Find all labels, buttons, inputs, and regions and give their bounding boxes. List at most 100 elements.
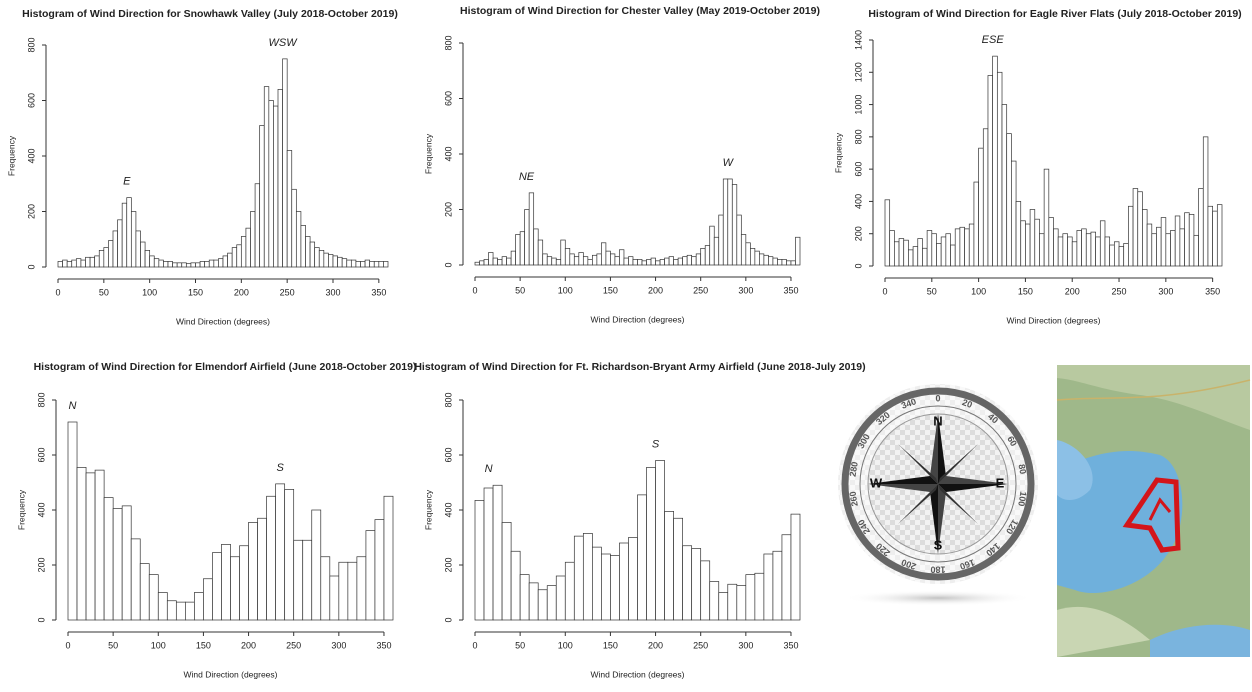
bar	[993, 56, 998, 266]
annotation: W	[723, 157, 735, 169]
bar	[701, 248, 706, 265]
bar	[118, 220, 123, 267]
x-tick-label: 150	[188, 287, 203, 297]
bar	[588, 259, 593, 265]
y-tick-label: 800	[26, 37, 36, 52]
bar	[583, 533, 592, 620]
bar	[237, 245, 242, 267]
bar	[647, 467, 656, 620]
bar	[347, 260, 352, 267]
bar	[383, 261, 388, 267]
bar	[240, 546, 249, 620]
bar	[647, 259, 652, 265]
bar	[710, 582, 719, 621]
bar	[692, 257, 697, 265]
bar	[379, 261, 384, 267]
bar	[750, 248, 755, 265]
x-tick-label: 250	[280, 287, 295, 297]
bar	[489, 253, 494, 265]
annotation: ESE	[982, 34, 1005, 46]
bar	[95, 256, 100, 267]
bar	[251, 212, 256, 268]
bar	[1072, 242, 1077, 266]
bar	[191, 263, 196, 267]
annotation: E	[123, 176, 131, 188]
bar	[955, 229, 960, 266]
compass-degree: 80	[1017, 463, 1029, 475]
bar	[163, 261, 168, 267]
bar	[1077, 230, 1082, 266]
y-axis-label: Frequency	[6, 135, 16, 176]
bar	[755, 573, 764, 620]
bar	[674, 518, 683, 620]
y-tick-label: 400	[36, 502, 46, 517]
x-tick-label: 300	[738, 285, 753, 295]
bar	[63, 260, 68, 267]
bar	[597, 254, 602, 265]
bar	[127, 198, 132, 267]
bar	[113, 509, 122, 620]
bar	[890, 230, 895, 266]
bar	[651, 258, 656, 265]
x-axis-label: Wind Direction (degrees)	[176, 316, 270, 326]
bar	[701, 561, 710, 620]
bar	[714, 237, 719, 265]
bar	[922, 248, 927, 266]
bar	[1011, 161, 1016, 266]
bar	[960, 227, 965, 266]
x-tick-label: 100	[558, 640, 573, 650]
bar	[498, 259, 503, 265]
y-tick-label: 400	[443, 502, 453, 517]
bar	[1175, 216, 1180, 266]
bar	[997, 72, 1002, 266]
bar	[628, 257, 633, 265]
bar	[484, 259, 489, 265]
y-tick-label: 0	[443, 262, 453, 267]
map	[1057, 365, 1250, 657]
bar	[687, 255, 692, 265]
bar	[315, 248, 320, 267]
bar	[683, 546, 692, 620]
bar	[90, 257, 95, 267]
bar	[908, 250, 913, 266]
x-axis-label: Wind Direction (degrees)	[183, 669, 277, 679]
bar	[1016, 201, 1021, 266]
bar	[159, 260, 164, 267]
bar	[1213, 211, 1218, 266]
bar	[205, 261, 210, 267]
x-tick-label: 0	[472, 640, 477, 650]
bar	[946, 234, 951, 266]
x-tick-label: 50	[515, 285, 525, 295]
x-tick-label: 150	[603, 640, 618, 650]
y-tick-label: 600	[443, 91, 453, 106]
bar	[719, 215, 724, 265]
bar	[338, 257, 343, 267]
bar	[552, 258, 557, 265]
bar	[108, 241, 113, 267]
bar	[1124, 243, 1129, 266]
y-tick-label: 1400	[853, 30, 863, 50]
bar	[692, 549, 701, 621]
bar	[538, 590, 547, 620]
annotation: S	[652, 438, 660, 450]
bar	[547, 586, 556, 620]
bar	[601, 243, 606, 265]
bar	[99, 250, 104, 267]
bar	[1100, 221, 1105, 266]
bar	[520, 575, 529, 620]
bar	[167, 601, 176, 620]
bar	[86, 257, 91, 267]
bar	[941, 237, 946, 266]
bar	[1049, 218, 1054, 266]
bar	[1054, 229, 1059, 266]
bar	[283, 59, 288, 267]
y-tick-label: 600	[443, 447, 453, 462]
bar	[370, 261, 375, 267]
bar	[565, 248, 570, 265]
compass-cardinal: W	[870, 475, 883, 490]
y-tick-label: 800	[443, 35, 453, 50]
x-axis-label: Wind Direction (degrees)	[590, 314, 684, 324]
y-tick-label: 0	[443, 617, 453, 622]
bar	[574, 257, 579, 265]
y-tick-label: 200	[443, 202, 453, 217]
